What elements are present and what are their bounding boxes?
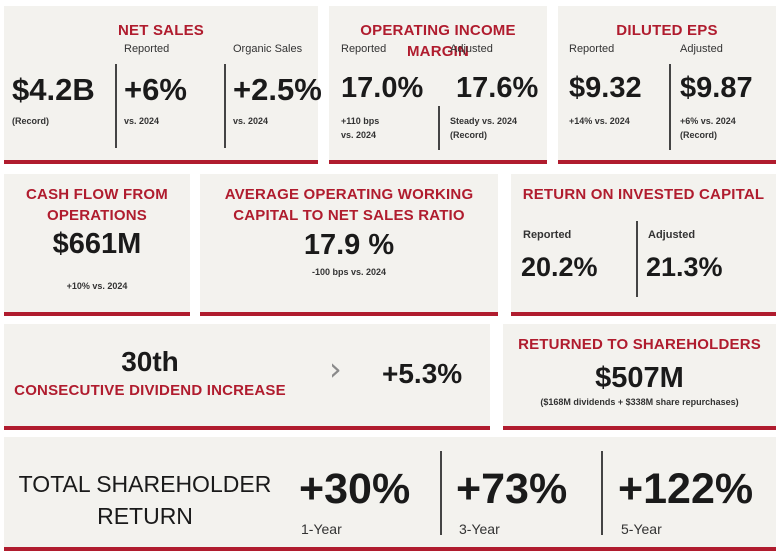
working-capital-note: -100 bps vs. 2024 xyxy=(311,267,387,277)
eps-adjusted-note-2: (Record) xyxy=(680,130,718,140)
working-capital-card: AVERAGE OPERATING WORKING CAPITAL TO NET… xyxy=(200,174,498,316)
net-sales-value: $4.2B xyxy=(12,72,95,107)
roic-reported-value: 20.2% xyxy=(521,252,598,282)
divider xyxy=(636,221,638,297)
returned-value: $507M xyxy=(595,362,684,394)
returned-note: ($168M dividends + $338M share repurchas… xyxy=(540,397,739,407)
eps-adjusted-label: Adjusted xyxy=(680,43,723,55)
tsr-5-year-value: +122% xyxy=(618,465,754,513)
oim-adjusted-value: 17.6% xyxy=(456,72,539,104)
roic-reported-label: Reported xyxy=(523,229,572,241)
tsr-title-line-2: RETURN xyxy=(97,503,193,529)
cash-flow-value: $661M xyxy=(52,228,142,260)
net-sales-reported-note: vs. 2024 xyxy=(124,116,160,126)
divider xyxy=(438,106,440,150)
working-capital-title-line-2: CAPITAL TO NET SALES RATIO xyxy=(233,207,465,224)
net-sales-reported-label: Reported xyxy=(124,43,170,55)
eps-reported-value: $9.32 xyxy=(569,72,642,104)
oim-reported-note-1: +110 bps xyxy=(341,116,380,126)
roic-adjusted-value: 21.3% xyxy=(646,252,723,282)
dividend-count: 30th xyxy=(121,346,179,377)
oim-adjusted-note-1: Steady vs. 2024 xyxy=(450,116,518,126)
tsr-3-year-value: +73% xyxy=(456,465,568,513)
roic-card: RETURN ON INVESTED CAPITAL Reported 20.2… xyxy=(511,174,776,316)
working-capital-title-line-1: AVERAGE OPERATING WORKING xyxy=(224,186,474,203)
oim-reported-note-2: vs. 2024 xyxy=(341,130,377,140)
tsr-card: TOTAL SHAREHOLDER RETURN +30% 1-Year +73… xyxy=(4,437,776,551)
tsr-3-year-label: 3-Year xyxy=(459,521,500,537)
net-sales-organic-label: Organic Sales xyxy=(233,43,303,55)
cash-flow-title-line-1: CASH FLOW FROM xyxy=(26,186,168,203)
eps-adjusted-note-1: +6% vs. 2024 xyxy=(680,116,736,126)
oim-adjusted-label: Adjusted xyxy=(450,43,493,55)
net-sales-reported-value: +6% xyxy=(124,72,187,107)
oim-reported-label: Reported xyxy=(341,43,387,55)
tsr-1-year-value: +30% xyxy=(299,465,411,513)
diluted-eps-card: DILUTED EPS Reported $9.32 +14% vs. 2024… xyxy=(558,6,776,164)
divider xyxy=(601,451,603,535)
working-capital-value: 17.9 % xyxy=(303,229,395,261)
net-sales-organic-value: +2.5% xyxy=(233,72,322,107)
net-sales-organic-note: vs. 2024 xyxy=(233,116,269,126)
net-sales-card: NET SALES $4.2B (Record) Reported +6% vs… xyxy=(4,6,322,164)
tsr-title-line-1: TOTAL SHAREHOLDER xyxy=(18,471,272,497)
chevron-right-icon: › xyxy=(329,350,342,388)
dividend-label: CONSECUTIVE DIVIDEND INCREASE xyxy=(14,382,286,399)
oim-adjusted-note-2: (Record) xyxy=(450,130,488,140)
cash-flow-card: CASH FLOW FROM OPERATIONS $661M +10% vs.… xyxy=(4,174,190,316)
oim-reported-value: 17.0% xyxy=(341,72,424,104)
cash-flow-note: +10% vs. 2024 xyxy=(66,281,128,291)
divider xyxy=(115,64,117,148)
divider xyxy=(440,451,442,535)
returned-card: RETURNED TO SHAREHOLDERS $507M ($168M di… xyxy=(503,324,776,430)
diluted-eps-title: DILUTED EPS xyxy=(616,22,718,39)
net-sales-title: NET SALES xyxy=(118,22,204,39)
dividend-increase: +5.3% xyxy=(382,358,463,389)
operating-income-margin-card: OPERATING INCOME MARGIN Reported 17.0% +… xyxy=(329,6,547,164)
tsr-5-year-label: 5-Year xyxy=(621,521,662,537)
operating-income-margin-title: OPERATING INCOME MARGIN xyxy=(360,22,516,60)
roic-adjusted-label: Adjusted xyxy=(648,229,696,241)
net-sales-value-note: (Record) xyxy=(12,116,50,126)
eps-adjusted-value: $9.87 xyxy=(680,72,753,104)
dividend-card: 30th CONSECUTIVE DIVIDEND INCREASE › +5.… xyxy=(4,324,490,430)
divider xyxy=(669,64,671,150)
eps-reported-note: +14% vs. 2024 xyxy=(569,116,630,126)
tsr-1-year-label: 1-Year xyxy=(301,521,342,537)
roic-title: RETURN ON INVESTED CAPITAL xyxy=(522,186,765,203)
divider xyxy=(224,64,226,148)
eps-reported-label: Reported xyxy=(569,43,615,55)
returned-title: RETURNED TO SHAREHOLDERS xyxy=(518,336,761,353)
cash-flow-title-line-2: OPERATIONS xyxy=(46,207,148,224)
